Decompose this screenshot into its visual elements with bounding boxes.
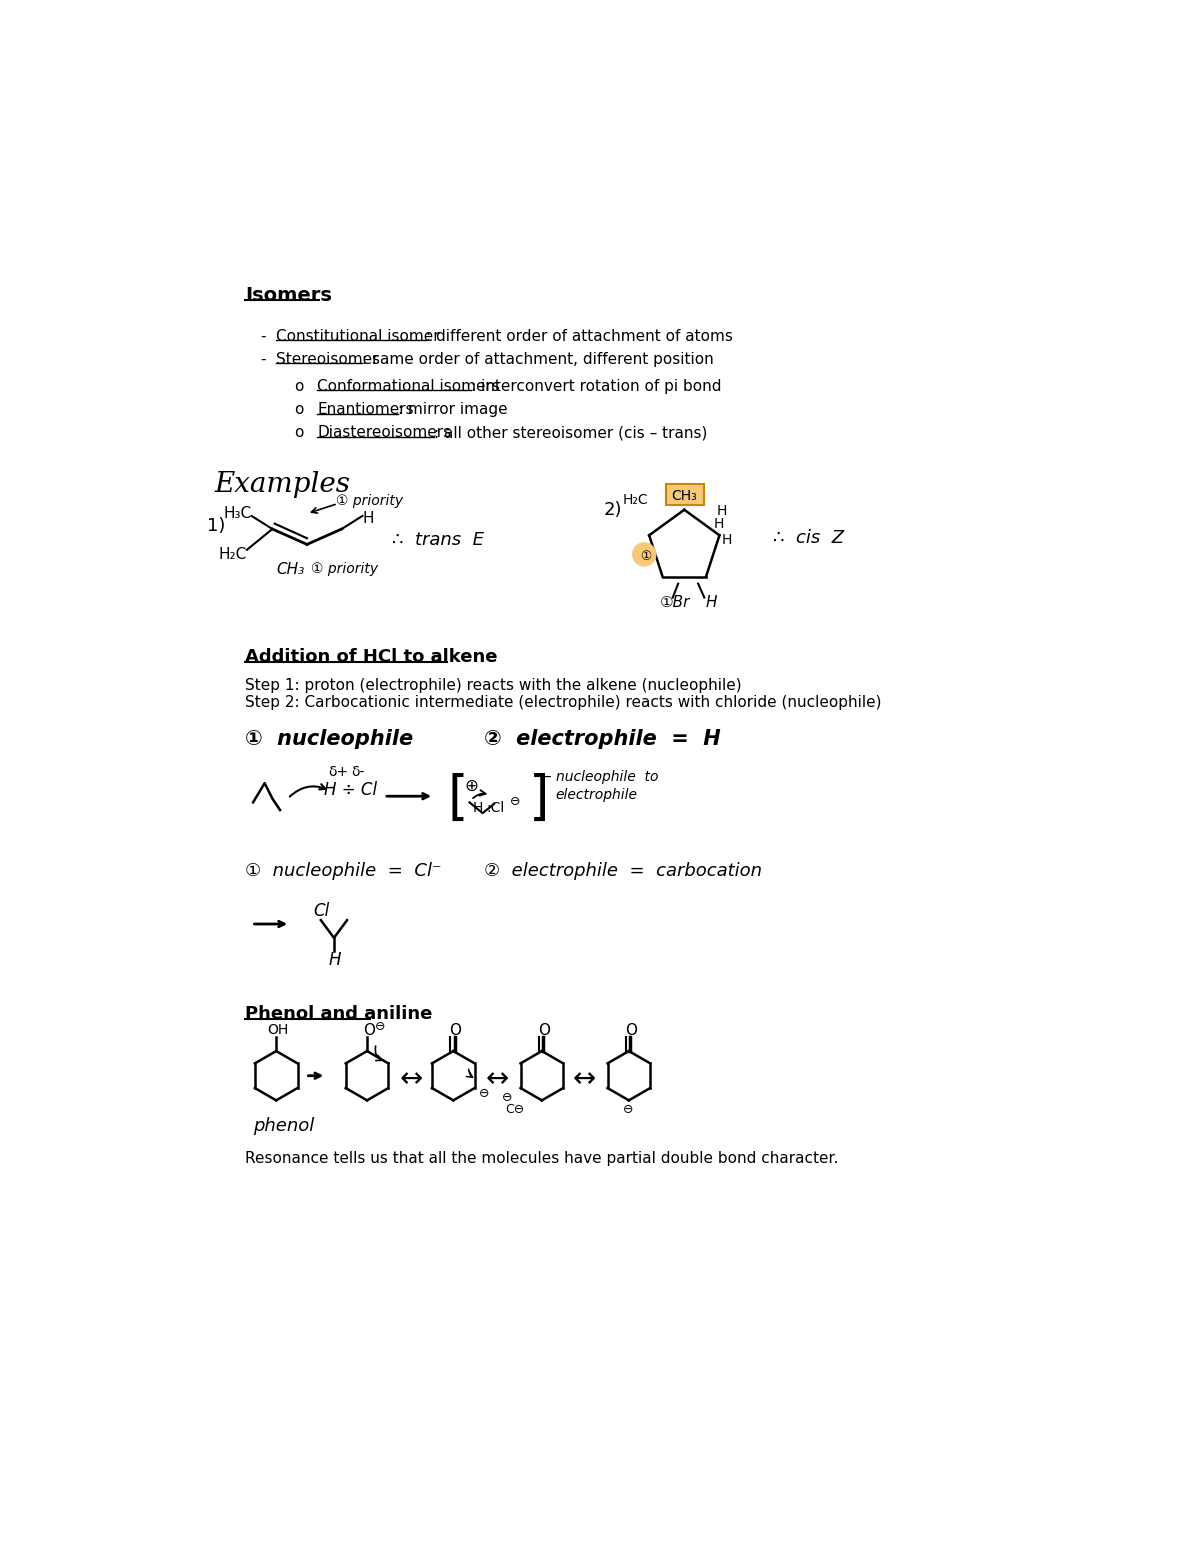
Text: ① priority: ① priority xyxy=(311,562,378,576)
Text: 1): 1) xyxy=(206,517,226,536)
Text: Step 2: Carbocationic intermediate (electrophile) reacts with chloride (nucleoph: Step 2: Carbocationic intermediate (elec… xyxy=(246,694,882,710)
Text: ↔: ↔ xyxy=(486,1065,509,1093)
Text: Step 1: proton (electrophile) reacts with the alkene (nucleophile): Step 1: proton (electrophile) reacts wit… xyxy=(246,677,742,693)
Text: : same order of attachment, different position: : same order of attachment, different po… xyxy=(362,353,714,367)
Text: ↔: ↔ xyxy=(572,1065,596,1093)
Text: OH: OH xyxy=(266,1023,288,1037)
Text: H ÷ Cl: H ÷ Cl xyxy=(324,781,377,798)
Text: H: H xyxy=(362,511,374,526)
Text: H: H xyxy=(473,801,482,815)
Text: ②  electrophile  =  carbocation: ② electrophile = carbocation xyxy=(484,862,762,881)
FancyBboxPatch shape xyxy=(666,483,703,505)
Text: CH₃: CH₃ xyxy=(276,562,305,578)
Text: ⊖: ⊖ xyxy=(479,1087,490,1100)
Text: Resonance tells us that all the molecules have partial double bond character.: Resonance tells us that all the molecule… xyxy=(246,1151,839,1166)
Text: ①  nucleophile: ① nucleophile xyxy=(246,730,414,749)
Text: ①Br: ①Br xyxy=(660,595,690,610)
Text: electrophile: electrophile xyxy=(554,789,637,803)
Text: Constitutional isomer: Constitutional isomer xyxy=(276,329,440,343)
Text: : mirror image: : mirror image xyxy=(398,402,508,416)
Text: Isomers: Isomers xyxy=(246,286,332,306)
Text: δ+: δ+ xyxy=(329,766,349,780)
Text: -: - xyxy=(260,353,276,367)
Text: Conformational isomers: Conformational isomers xyxy=(317,379,500,394)
Text: ⊖: ⊖ xyxy=(623,1103,634,1115)
Text: H: H xyxy=(706,595,718,610)
Text: C⊖: C⊖ xyxy=(505,1103,524,1115)
Text: δ-: δ- xyxy=(352,766,365,780)
Text: H: H xyxy=(716,503,727,517)
Text: ∴  trans  E: ∴ trans E xyxy=(391,531,484,550)
Text: O: O xyxy=(364,1023,376,1039)
Text: H: H xyxy=(714,517,724,531)
Text: -: - xyxy=(260,329,276,343)
Text: ⊕: ⊕ xyxy=(464,776,479,795)
Text: ⊖: ⊖ xyxy=(510,795,520,808)
Text: : interconvert rotation of pi bond: : interconvert rotation of pi bond xyxy=(472,379,721,394)
Text: H₂C: H₂C xyxy=(218,547,247,562)
Text: O: O xyxy=(538,1023,550,1039)
Text: o: o xyxy=(295,426,319,439)
Text: :Cl: :Cl xyxy=(486,801,505,815)
Text: Stereoisomer: Stereoisomer xyxy=(276,353,379,367)
Text: o: o xyxy=(295,402,319,416)
Circle shape xyxy=(632,544,656,565)
Text: ①  nucleophile  =  Cl⁻: ① nucleophile = Cl⁻ xyxy=(246,862,442,881)
Text: Cl: Cl xyxy=(313,902,330,921)
Text: H₃C: H₃C xyxy=(224,506,252,520)
Text: ]: ] xyxy=(529,773,550,825)
Text: ⊖: ⊖ xyxy=(374,1019,385,1033)
Text: Diastereoisomers: Diastereoisomers xyxy=(317,426,451,439)
Text: ⊖: ⊖ xyxy=(502,1092,512,1104)
Text: Enantiomers: Enantiomers xyxy=(317,402,414,416)
Text: O: O xyxy=(625,1023,637,1039)
Text: Phenol and aniline: Phenol and aniline xyxy=(246,1005,433,1023)
Text: : all other stereoisomer (cis – trans): : all other stereoisomer (cis – trans) xyxy=(434,426,708,439)
Text: ① priority: ① priority xyxy=(336,494,403,508)
Text: ← nucleophile  to: ← nucleophile to xyxy=(540,770,658,784)
Text: : different order of attachment of atoms: : different order of attachment of atoms xyxy=(426,329,733,343)
Text: o: o xyxy=(295,379,319,394)
Text: 2): 2) xyxy=(604,500,622,519)
Text: H₂C: H₂C xyxy=(623,492,648,506)
Text: ②  electrophile  =  H: ② electrophile = H xyxy=(484,730,721,749)
Text: [: [ xyxy=(448,773,468,825)
Text: H: H xyxy=(329,950,341,969)
Text: O: O xyxy=(450,1023,462,1039)
Text: phenol: phenol xyxy=(253,1117,314,1135)
Text: ∴  cis  Z: ∴ cis Z xyxy=(773,530,844,547)
Text: Addition of HCl to alkene: Addition of HCl to alkene xyxy=(246,648,498,666)
Text: Examples: Examples xyxy=(215,471,350,499)
Text: ↔: ↔ xyxy=(400,1065,422,1093)
Text: CH₃: CH₃ xyxy=(671,489,697,503)
Text: H: H xyxy=(721,533,732,547)
Text: ①: ① xyxy=(640,550,650,562)
